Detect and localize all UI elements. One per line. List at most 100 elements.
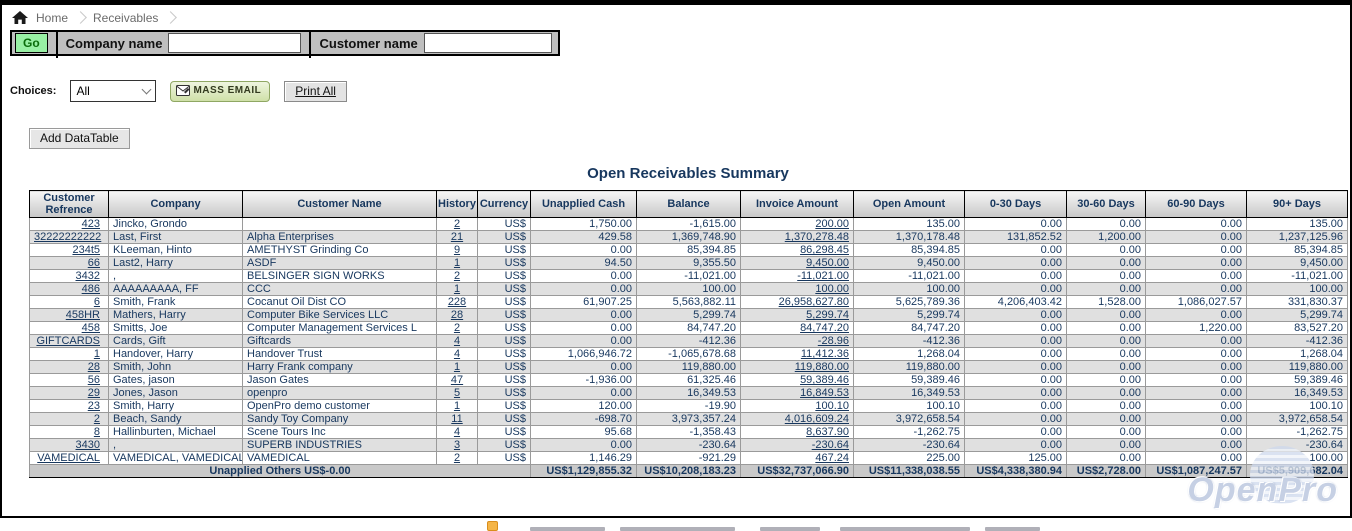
company-cell: Hallinburten, Michael	[108, 425, 243, 439]
history-link[interactable]: 11	[436, 412, 478, 426]
customer-reference-link[interactable]: 2	[29, 412, 109, 426]
history-link[interactable]: 2	[436, 217, 478, 231]
history-link[interactable]: 9	[436, 243, 478, 257]
customer-reference-link[interactable]: 486	[29, 282, 109, 296]
customer-reference-link[interactable]: 29	[29, 386, 109, 400]
customer-name-input[interactable]	[423, 33, 552, 53]
invoice-amount-link[interactable]: 119,880.00	[740, 360, 854, 374]
currency-cell: US$	[477, 451, 531, 465]
days-60-90-cell: 0.00	[1145, 438, 1247, 452]
col-header-customer-name: Customer Name	[242, 190, 437, 218]
days-90-plus-cell: 5,299.74	[1246, 308, 1348, 322]
invoice-amount-link[interactable]: -28.96	[740, 334, 854, 348]
company-cell: Jones, Jason	[108, 386, 243, 400]
customer-reference-link[interactable]: 23	[29, 399, 109, 413]
history-link[interactable]: 3	[436, 438, 478, 452]
days-0-30-cell: 0.00	[964, 360, 1067, 374]
invoice-amount-link[interactable]: 26,958,627.80	[740, 295, 854, 309]
history-link[interactable]: 5	[436, 386, 478, 400]
history-link[interactable]: 1	[436, 256, 478, 270]
customer-reference-link[interactable]: 458	[29, 321, 109, 335]
customer-reference-link[interactable]: 8	[29, 425, 109, 439]
invoice-amount-link[interactable]: 100.10	[740, 399, 854, 413]
history-link[interactable]: 4	[436, 334, 478, 348]
go-button[interactable]: Go	[15, 33, 48, 53]
days-90-plus-cell: 119,880.00	[1246, 360, 1348, 374]
invoice-amount-link[interactable]: -230.64	[740, 438, 854, 452]
customer-reference-link[interactable]: GIFTCARDS	[29, 334, 109, 348]
days-60-90-cell: 0.00	[1145, 347, 1247, 361]
customer-reference-link[interactable]: VAMEDICAL	[29, 451, 109, 465]
history-link[interactable]: 2	[436, 451, 478, 465]
days-0-30-cell: 0.00	[964, 386, 1067, 400]
customer-name-cell: openpro	[242, 386, 437, 400]
customer-reference-link[interactable]: 28	[29, 360, 109, 374]
mass-email-button[interactable]: MASS EMAIL	[170, 80, 271, 102]
currency-cell: US$	[477, 399, 531, 413]
invoice-amount-link[interactable]: 9,450.00	[740, 256, 854, 270]
invoice-amount-link[interactable]: 5,299.74	[740, 308, 854, 322]
invoice-amount-link[interactable]: 84,747.20	[740, 321, 854, 335]
customer-reference-link[interactable]: 32222222222	[29, 230, 109, 244]
invoice-amount-link[interactable]: 16,849.53	[740, 386, 854, 400]
invoice-amount-link[interactable]: 4,016,609.24	[740, 412, 854, 426]
invoice-amount-link[interactable]: 11,412.36	[740, 347, 854, 361]
customer-reference-link[interactable]: 6	[29, 295, 109, 309]
history-link[interactable]: 2	[436, 269, 478, 283]
history-link[interactable]: 1	[436, 399, 478, 413]
days-30-60-cell: 0.00	[1066, 412, 1146, 426]
print-all-button[interactable]: Print All	[284, 80, 347, 102]
days-60-90-cell: 0.00	[1145, 334, 1247, 348]
customer-reference-link[interactable]: 3430	[29, 438, 109, 452]
invoice-amount-link[interactable]: 8,637.90	[740, 425, 854, 439]
history-link[interactable]: 2	[436, 321, 478, 335]
days-90-plus-cell: 3,972,658.54	[1246, 412, 1348, 426]
breadcrumb-home[interactable]: Home	[36, 10, 69, 25]
days-90-plus-cell: 331,830.37	[1246, 295, 1348, 309]
company-cell: Beach, Sandy	[108, 412, 243, 426]
history-link[interactable]: 228	[436, 295, 478, 309]
table-row: 8 Hallinburten, Michael Scene Tours Inc 4 US…	[29, 425, 1348, 439]
history-link[interactable]: 4	[436, 347, 478, 361]
cutoff-footer-strip	[0, 520, 1352, 531]
currency-cell: US$	[477, 412, 531, 426]
currency-cell: US$	[477, 347, 531, 361]
open-amount-cell: 100.00	[853, 282, 965, 296]
invoice-amount-link[interactable]: 200.00	[740, 217, 854, 231]
customer-reference-link[interactable]: 66	[29, 256, 109, 270]
customer-reference-link[interactable]: 56	[29, 373, 109, 387]
company-name-input[interactable]	[168, 33, 302, 53]
breadcrumb-receivables[interactable]: Receivables	[93, 10, 159, 25]
top-black-bar	[2, 0, 1350, 5]
currency-cell: US$	[477, 425, 531, 439]
customer-reference-link[interactable]: 1	[29, 347, 109, 361]
customer-name-cell: Sandy Toy Company	[242, 412, 437, 426]
history-link[interactable]: 28	[436, 308, 478, 322]
invoice-amount-link[interactable]: 1,370,278.48	[740, 230, 854, 244]
customer-reference-link[interactable]: 458HR	[29, 308, 109, 322]
customer-name-cell: BELSINGER SIGN WORKS	[242, 269, 437, 283]
history-link[interactable]: 4	[436, 425, 478, 439]
history-link[interactable]: 1	[436, 282, 478, 296]
invoice-amount-link[interactable]: 59,389.46	[740, 373, 854, 387]
customer-reference-link[interactable]: 234t5	[29, 243, 109, 257]
currency-cell: US$	[477, 334, 531, 348]
history-link[interactable]: 47	[436, 373, 478, 387]
balance-cell: 84,747.20	[636, 321, 741, 335]
unapplied-cash-cell: 120.00	[530, 399, 637, 413]
history-link[interactable]: 1	[436, 360, 478, 374]
invoice-amount-link[interactable]: -11,021.00	[740, 269, 854, 283]
table-row: 458HR Mathers, Harry Computer Bike Service…	[29, 308, 1348, 322]
invoice-amount-link[interactable]: 86,298.45	[740, 243, 854, 257]
history-link[interactable]: 21	[436, 230, 478, 244]
days-0-30-cell: 0.00	[964, 256, 1067, 270]
invoice-amount-link[interactable]: 467.24	[740, 451, 854, 465]
customer-reference-link[interactable]: 423	[29, 217, 109, 231]
choices-select[interactable]: All	[70, 80, 157, 102]
add-datatable-button[interactable]: Add DataTable	[29, 128, 130, 149]
invoice-amount-link[interactable]: 100.00	[740, 282, 854, 296]
customer-name-cell: AMETHYST Grinding Co	[242, 243, 437, 257]
days-60-90-cell: 1,086,027.57	[1145, 295, 1247, 309]
customer-reference-link[interactable]: 3432	[29, 269, 109, 283]
days-0-30-cell: 0.00	[964, 425, 1067, 439]
